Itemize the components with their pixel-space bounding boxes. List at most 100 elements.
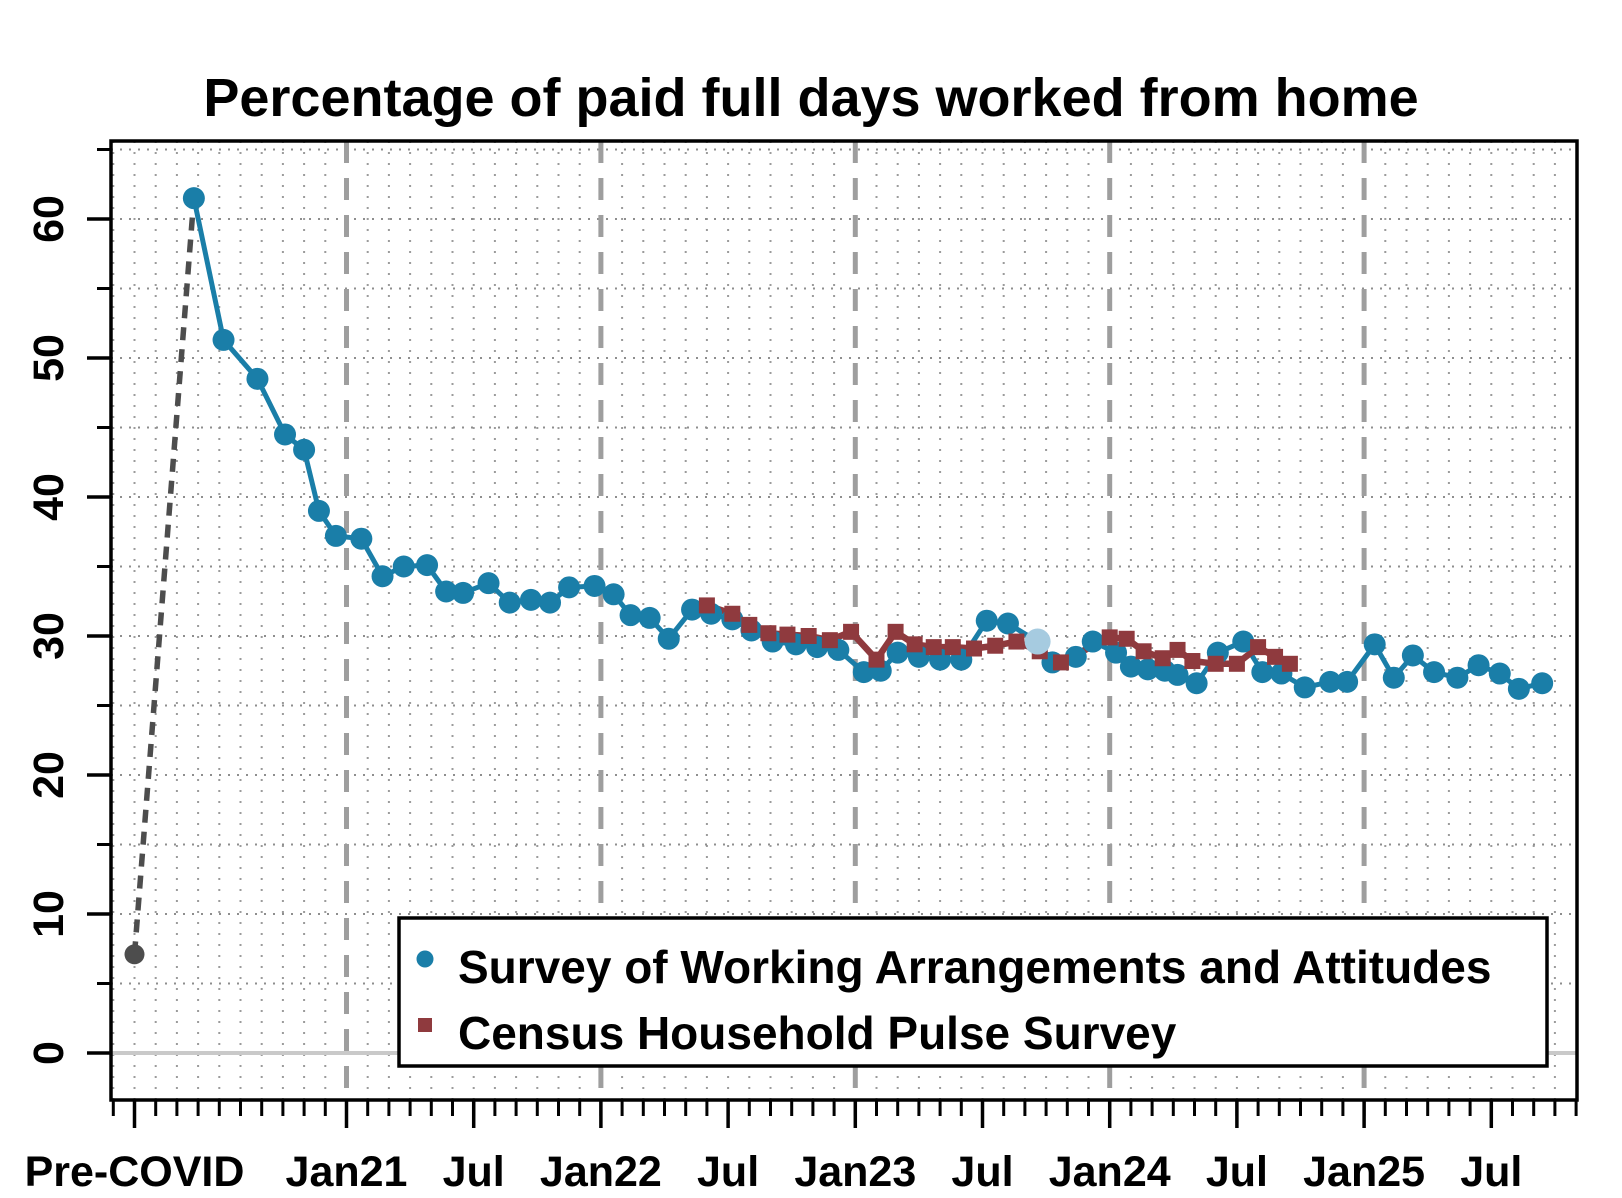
swaa-point (307, 499, 330, 522)
hps-point (1281, 655, 1298, 672)
x-tick-label: Jul (1460, 1148, 1522, 1196)
swaa-point (1423, 661, 1446, 684)
swaa-point (558, 576, 581, 599)
swaa-point (1467, 654, 1490, 677)
swaa-point (435, 580, 458, 603)
hps-point (779, 626, 796, 643)
hps-point (966, 640, 983, 657)
legend-label-hps: Census Household Pulse Survey (458, 1007, 1177, 1059)
hps-point (821, 632, 838, 649)
swaa-point (1382, 666, 1405, 689)
hps-point (868, 651, 885, 668)
hps-point (1184, 653, 1201, 670)
legend-label-swaa: Survey of Working Arrangements and Attit… (458, 941, 1491, 993)
swaa-point (519, 588, 542, 611)
chart-title: Percentage of paid full days worked from… (203, 68, 1418, 128)
swaa-point (1232, 630, 1255, 653)
swaa-point (1336, 670, 1359, 693)
x-tick-label: Jan24 (1049, 1148, 1171, 1196)
hps-point (1207, 655, 1224, 672)
swaa-point (416, 554, 439, 577)
swaa-point (212, 328, 235, 351)
swaa-point (1185, 672, 1208, 695)
hps-point (1154, 650, 1171, 667)
swaa-point (657, 627, 680, 650)
x-tick-label: Jul (951, 1148, 1013, 1196)
swaa-point (583, 574, 606, 597)
y-tick-label: 40 (25, 473, 73, 521)
swaa-point (1446, 666, 1469, 689)
x-tick-label: Jan22 (540, 1148, 662, 1196)
y-tick-label: 20 (25, 751, 73, 799)
swaa-point (975, 609, 998, 632)
swaa-point (886, 641, 909, 664)
hps-point (741, 616, 758, 633)
swaa-point (1119, 655, 1142, 678)
x-tick-label: Jul (697, 1148, 759, 1196)
hps-point (1228, 655, 1245, 672)
y-tick-label: 10 (25, 890, 73, 938)
pre-covid-point (124, 944, 145, 965)
swaa-point (1507, 677, 1530, 700)
swaa-point (1531, 672, 1554, 695)
swaa-point (602, 583, 625, 606)
swaa-point (1166, 663, 1189, 686)
plot-border (109, 139, 1579, 1102)
swaa-point (1136, 658, 1159, 681)
legend: Survey of Working Arrangements and Attit… (397, 916, 1549, 1068)
axes-layer: 0 10 20 30 40 50 60 Pre-COVID Jan21 Jul Jan22 Jul Ja… (25, 139, 1579, 1196)
y-tick-label: 30 (25, 612, 73, 660)
y-tick-label: 50 (25, 334, 73, 382)
swaa-point (498, 591, 521, 614)
swaa-point (246, 367, 269, 390)
hps-point (843, 623, 860, 640)
y-tick-label: 60 (25, 195, 73, 243)
hps-point (1250, 639, 1267, 656)
x-tick-label: Jul (443, 1148, 505, 1196)
hps-point (760, 625, 777, 642)
swaa-point (324, 524, 347, 547)
series-layer (124, 187, 1554, 965)
swaa-point (1081, 630, 1104, 653)
swaa-point (539, 591, 562, 614)
swaa-point (1064, 645, 1087, 668)
swaa-point (996, 612, 1019, 635)
hps-point (925, 639, 942, 656)
swaa-light-point (1024, 628, 1051, 655)
hps-point (944, 639, 961, 656)
hps-point (906, 636, 923, 653)
legend-box (397, 916, 1549, 1068)
swaa-point (452, 581, 475, 604)
hps-point (1008, 633, 1025, 650)
hps-point (1267, 648, 1284, 665)
swaa-point (1293, 676, 1316, 699)
hps-point (1101, 629, 1118, 646)
swaa-point (1105, 641, 1128, 664)
hps-point (1118, 630, 1135, 647)
x-tick-label: Jul (1206, 1148, 1268, 1196)
x-tick-label: Jan23 (794, 1148, 916, 1196)
hps-point (800, 628, 817, 644)
swaa-point (638, 606, 661, 629)
swaa-point (274, 423, 297, 446)
hps-square-marker-icon (418, 1018, 432, 1032)
swaa-point (293, 438, 316, 461)
swaa-point (1401, 644, 1424, 667)
pre-covid-dashed-line (131, 197, 197, 955)
hps-point (887, 623, 904, 640)
x-tick-label: Jan25 (1303, 1148, 1425, 1196)
grid-layer (111, 141, 1577, 1100)
hps-point (724, 605, 741, 622)
swaa-point (1363, 633, 1386, 656)
swaa-point (619, 604, 642, 627)
swaa-point (1488, 662, 1511, 685)
swaa-point (392, 555, 415, 578)
swaa-point (371, 565, 394, 588)
x-tick-label: Jan21 (286, 1148, 408, 1196)
hps-point (987, 637, 1004, 654)
swaa-point (1319, 670, 1342, 693)
y-tick-label: 0 (25, 1041, 73, 1065)
hps-point (1052, 654, 1069, 671)
hps-point (1169, 641, 1186, 658)
